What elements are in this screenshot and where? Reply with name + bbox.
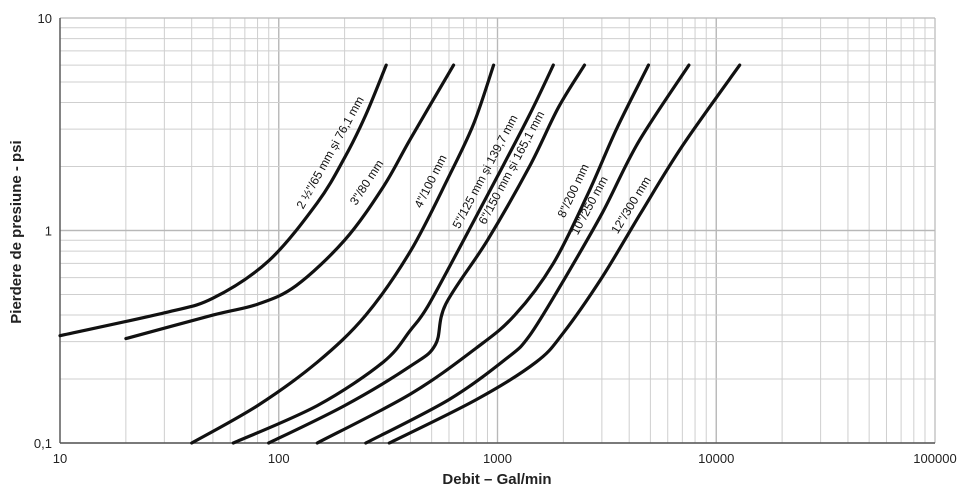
plot-frame [59,18,935,444]
series-line-3 [190,63,496,445]
x-tick-label: 10000 [698,451,734,466]
series-label-3: 4"/100 mm [411,152,449,210]
x-axis-title: Debit – Gal/min [442,471,551,488]
series-line-2 [124,63,456,341]
curves [58,63,742,445]
grid [59,17,936,444]
series-line-4 [231,63,555,445]
x-tick-label: 100000 [913,451,956,466]
series-line-5 [267,63,587,445]
y-axis-ticks: 0,1 1 10 [34,11,52,451]
series-label-2: 3"/80 mm [347,157,386,207]
x-axis-ticks: 10 100 1000 10000 100000 [53,451,957,466]
series-line-6 [315,63,651,445]
series-line-8 [387,63,742,445]
series-line-1 [58,63,388,338]
x-tick-label: 10 [53,451,67,466]
x-tick-label: 1000 [483,451,512,466]
series-line-7 [364,63,691,445]
x-tick-label: 100 [268,451,290,466]
y-tick-label: 0,1 [34,436,52,451]
y-axis-title: Pierdere de presiune - psi [8,140,25,323]
y-tick-label: 10 [38,11,52,26]
y-tick-label: 1 [45,224,52,239]
